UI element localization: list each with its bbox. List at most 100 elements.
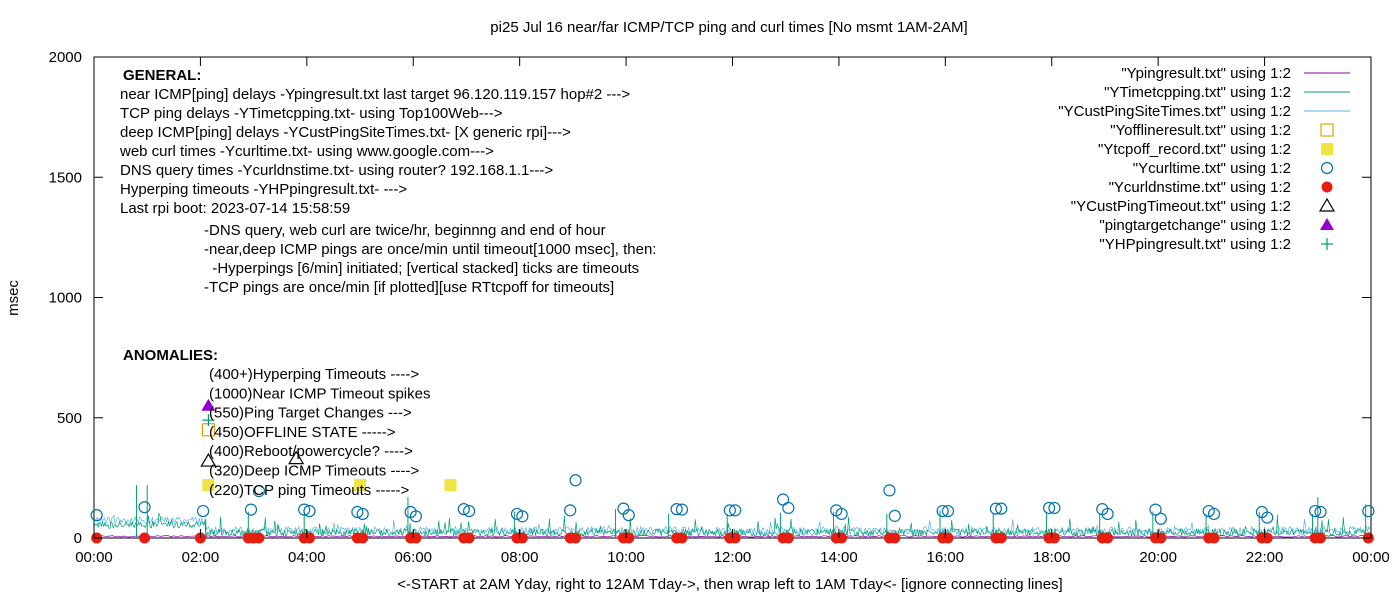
legend-swatch [1320,161,1334,175]
open-circle-mark [196,504,210,518]
curl-time-point [252,485,266,498]
x-tick-label: 20:00 [1139,549,1177,566]
legend-entry: "pingtargetchange" using 1:2 [1099,217,1334,234]
curl-time-point [622,509,635,522]
x-axis-label: <-START at 2AM Yday, right to 12AM Tday-… [397,576,1062,593]
open-circle-mark [1362,504,1375,518]
open-circle-mark [723,504,736,517]
dns-time-point [516,532,528,544]
legend-label: "YTimetcpping.txt" using 1:2 [1104,84,1291,101]
filled-circle-mark [623,532,635,544]
legend-entry: "YHPpingresult.txt" using 1:2 [1099,236,1333,253]
open-circle-mark [729,504,742,517]
deep-icmp-timeout-point [288,450,305,465]
open-circle-mark [888,509,901,522]
open-circle-mark [1261,511,1274,524]
open-circle-mark [835,507,848,521]
curl-time-point [995,502,1008,515]
chart-title: pi25 Jul 16 near/far ICMP/TCP ping and c… [490,19,967,36]
open-circle-mark [989,502,1002,515]
open-circle-mark [298,503,311,516]
dns-time-point [889,532,901,544]
dns-time-point [570,532,582,544]
curl-time-point [1314,505,1327,519]
filled-triangle-mark [201,398,216,411]
x-tick-label: 00:00 [1352,549,1390,566]
curl-time-point [936,504,949,518]
curl-time-point [516,510,529,523]
filled-square-mark [354,479,367,492]
general-note-indented: -near,deep ICMP pings are once/min until… [204,241,656,258]
anomaly-note-line: (450)OFFLINE STATE -----> [209,424,396,441]
open-circle-mark [569,474,582,487]
tcp-timeout-point [444,479,457,492]
y-tick-label: 1000 [49,290,82,307]
general-note-indented: -Hyperpings [6/min] initiated; [vertical… [204,260,639,277]
curl-time-point [1101,507,1114,521]
legend-label: "YHPpingresult.txt" using 1:2 [1099,236,1291,253]
curl-time-point [90,509,103,522]
hyperping-timeout-point [202,414,215,427]
open-circle-mark [675,503,689,516]
tcp-timeout-point [202,479,215,492]
filled-square-mark [202,479,215,492]
y-tick-label: 2000 [49,49,82,66]
open-triangle-mark [1318,197,1336,212]
open-circle-mark [1042,501,1056,515]
open-circle-mark [936,504,949,518]
curl-time-point [782,501,795,515]
legend-swatch [1320,218,1334,230]
legend-entry: "Yofflineresult.txt" using 1:2 [1110,122,1334,139]
dns-time-point [1102,532,1114,544]
filled-triangle-mark [1320,218,1334,230]
open-circle-mark [457,503,470,516]
x-tick-label: 04:00 [288,549,326,566]
filled-circle-mark [729,532,741,544]
filled-circle-mark [1155,532,1167,544]
filled-circle-mark [1261,532,1273,544]
general-note-line: web curl times -Ycurltime.txt- using www… [119,143,494,160]
y-tick-label: 500 [57,410,82,427]
dns-time-point [782,532,794,544]
general-note-indented: -TCP pings are once/min [if plotted][use… [204,279,614,296]
legend-swatch [1320,123,1334,137]
curl-time-point [463,504,476,518]
dns-time-point [303,532,315,544]
dns-time-point [623,532,635,544]
filled-circle-mark [570,532,582,544]
curl-time-point [1042,501,1056,515]
curl-time-point [409,510,423,523]
tcp-timeout-point [354,479,367,492]
open-circle-mark [90,509,103,522]
curl-time-point [298,503,311,516]
general-note-indented: -DNS query, web curl are twice/hr, begin… [204,222,606,239]
dns-time-point [676,532,688,544]
open-circle-mark [303,504,316,518]
x-tick-label: 08:00 [501,549,539,566]
filled-square-mark [1321,143,1333,155]
open-circle-mark [782,501,795,515]
curl-time-point [138,501,151,514]
general-note-line: DNS query times -Ycurldnstime.txt- using… [120,162,553,179]
legend-swatch [1321,181,1333,193]
ping-target-change-point [201,398,216,411]
curl-time-point [675,503,689,516]
open-circle-mark [670,503,683,516]
general-note-line: TCP ping delays -YTimetcpping.txt- using… [120,105,503,122]
curl-time-point [835,507,848,521]
curl-time-point [510,507,524,521]
filled-circle-mark [782,532,794,544]
x-tick-label: 06:00 [394,549,432,566]
dns-time-point [253,532,265,544]
filled-circle-mark [516,532,528,544]
dns-time-point [1314,532,1326,544]
legend-label: "Ycurldnstime.txt" using 1:2 [1109,179,1291,196]
open-circle-mark [622,509,635,522]
anomalies-heading: ANOMALIES: [123,347,218,364]
open-circle-mark [409,510,423,523]
open-circle-mark [244,503,258,516]
x-tick-label: 12:00 [714,549,752,566]
legend-label: "Yofflineresult.txt" using 1:2 [1110,122,1291,139]
filled-circle-mark [1321,181,1333,193]
open-circle-mark [1314,505,1327,519]
